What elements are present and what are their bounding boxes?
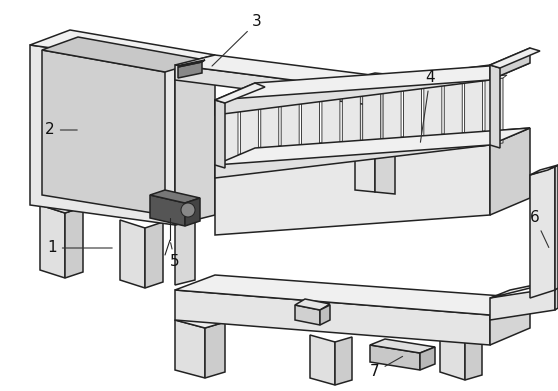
Polygon shape (530, 165, 558, 175)
Polygon shape (440, 330, 465, 380)
Polygon shape (490, 48, 540, 68)
Polygon shape (363, 84, 384, 89)
Polygon shape (335, 337, 352, 385)
Polygon shape (355, 73, 395, 80)
Polygon shape (175, 55, 215, 225)
Polygon shape (240, 93, 262, 99)
Polygon shape (42, 50, 165, 215)
Text: 7: 7 (370, 356, 402, 380)
Polygon shape (420, 347, 435, 370)
Polygon shape (215, 100, 225, 168)
Polygon shape (175, 220, 195, 285)
Polygon shape (175, 314, 225, 328)
Polygon shape (295, 305, 320, 325)
Polygon shape (342, 89, 360, 156)
Polygon shape (555, 165, 558, 290)
Polygon shape (490, 298, 530, 345)
Polygon shape (215, 145, 490, 235)
Polygon shape (175, 275, 530, 315)
Circle shape (181, 203, 195, 217)
Polygon shape (261, 95, 279, 162)
Polygon shape (205, 322, 225, 378)
Polygon shape (342, 86, 364, 91)
Polygon shape (281, 93, 299, 160)
Polygon shape (295, 299, 330, 310)
Polygon shape (215, 128, 530, 165)
Polygon shape (322, 90, 340, 157)
Polygon shape (215, 65, 490, 115)
Text: 3: 3 (212, 14, 262, 66)
Text: 6: 6 (530, 210, 549, 248)
Polygon shape (320, 305, 330, 325)
Polygon shape (240, 97, 258, 163)
Polygon shape (363, 87, 381, 154)
Polygon shape (424, 80, 446, 84)
Polygon shape (185, 198, 200, 226)
Polygon shape (444, 78, 466, 83)
Polygon shape (175, 55, 410, 90)
Polygon shape (178, 62, 202, 78)
Polygon shape (215, 63, 530, 100)
Polygon shape (175, 290, 490, 345)
Text: 5: 5 (170, 243, 180, 269)
Polygon shape (444, 81, 462, 148)
Polygon shape (403, 84, 421, 151)
Polygon shape (175, 320, 205, 378)
Polygon shape (301, 89, 324, 94)
Polygon shape (175, 65, 370, 105)
Polygon shape (281, 90, 303, 95)
Polygon shape (490, 288, 555, 320)
Polygon shape (465, 333, 482, 380)
Polygon shape (145, 222, 163, 288)
Polygon shape (370, 345, 420, 370)
Text: 4: 4 (420, 70, 435, 142)
Polygon shape (403, 81, 425, 86)
Polygon shape (465, 77, 487, 82)
Polygon shape (215, 83, 265, 103)
Polygon shape (301, 92, 320, 159)
Polygon shape (485, 75, 507, 80)
Polygon shape (490, 128, 530, 215)
Polygon shape (465, 79, 483, 147)
Polygon shape (375, 80, 395, 194)
Polygon shape (40, 199, 83, 213)
Polygon shape (120, 220, 145, 288)
Polygon shape (150, 195, 185, 226)
Polygon shape (490, 48, 530, 80)
Polygon shape (215, 128, 530, 165)
Polygon shape (490, 65, 500, 148)
Polygon shape (220, 95, 242, 100)
Polygon shape (555, 286, 558, 310)
Text: 1: 1 (47, 240, 112, 255)
Polygon shape (30, 45, 175, 225)
Polygon shape (383, 86, 401, 153)
Polygon shape (383, 83, 405, 88)
Text: 2: 2 (45, 122, 77, 138)
Polygon shape (322, 87, 344, 92)
Polygon shape (355, 78, 375, 192)
Polygon shape (215, 132, 490, 178)
Polygon shape (150, 190, 200, 203)
Polygon shape (530, 167, 555, 298)
Polygon shape (490, 280, 558, 298)
Polygon shape (65, 207, 83, 278)
Polygon shape (40, 205, 65, 278)
Polygon shape (424, 83, 442, 150)
Polygon shape (310, 335, 335, 385)
Polygon shape (370, 339, 435, 353)
Polygon shape (178, 60, 205, 67)
Polygon shape (220, 98, 238, 165)
Polygon shape (42, 37, 205, 72)
Polygon shape (30, 30, 215, 65)
Polygon shape (485, 78, 503, 145)
Polygon shape (261, 92, 283, 97)
